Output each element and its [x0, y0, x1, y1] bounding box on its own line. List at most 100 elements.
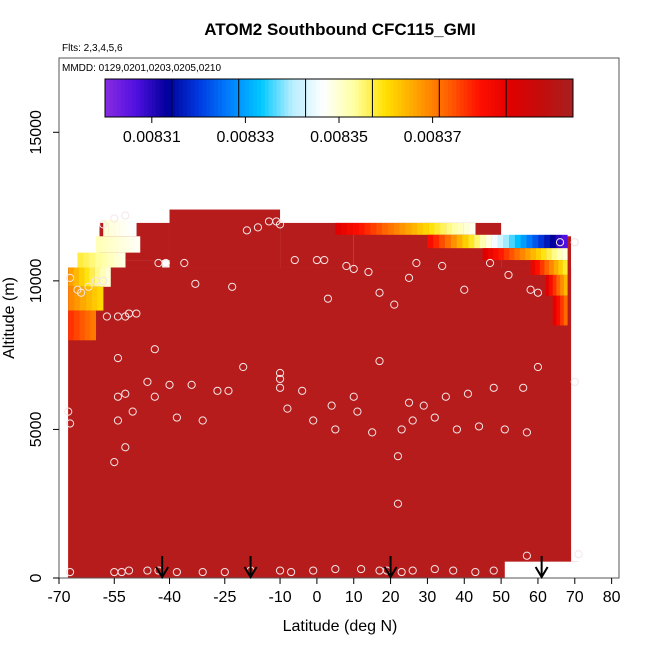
field-block: [92, 260, 163, 268]
x-tick-label: 40: [455, 589, 473, 606]
field-top-band: [553, 260, 559, 275]
sample-point: [393, 499, 403, 508]
sample-point: [526, 285, 535, 294]
field-top-band: [530, 260, 536, 275]
x-axis-label: Latitude (deg N): [283, 618, 398, 635]
colorbar-bin: [241, 79, 246, 117]
colorbar-bin: [409, 79, 414, 117]
field-top-band: [514, 234, 521, 249]
sample-point: [128, 407, 137, 416]
colorbar-bin: [296, 79, 301, 117]
colorbar-bin: [498, 79, 504, 117]
colorbar-bin: [249, 79, 254, 117]
sample-point: [357, 564, 366, 574]
colorbar-bin: [202, 79, 207, 117]
colorbar-bin: [378, 79, 383, 117]
colorbar-bin: [292, 79, 297, 117]
colorbar-bin: [237, 79, 242, 117]
sample-point: [275, 383, 285, 392]
sample-point: [224, 386, 233, 395]
field-top-band: [457, 222, 464, 235]
arrow-marker: [243, 556, 258, 579]
field-top-band: [549, 274, 553, 296]
field-top-band: [91, 286, 98, 311]
sample-point: [242, 226, 251, 235]
sample-point: [375, 288, 384, 297]
colorbar-bin: [190, 79, 196, 117]
colorbar-bin: [167, 79, 172, 117]
field-top-band: [335, 222, 342, 235]
field-top-band: [497, 234, 504, 249]
sample-point: [408, 416, 417, 425]
colorbar-bin: [569, 79, 574, 117]
sample-point: [110, 214, 119, 223]
field-top-band: [119, 252, 126, 268]
colorbar-bin: [151, 79, 157, 117]
sample-point: [198, 567, 207, 577]
sample-point: [64, 407, 73, 416]
sample-point: [102, 312, 111, 321]
field-top-band: [540, 248, 547, 261]
field-top-band: [77, 252, 84, 268]
colorbar-bin: [155, 79, 161, 117]
field-top-band: [463, 222, 470, 235]
field-top-band: [562, 260, 568, 275]
colorbar-bin: [229, 79, 235, 117]
colorbar-bin: [549, 79, 554, 117]
sample-point: [533, 362, 543, 372]
field-top-band: [563, 274, 568, 296]
colorbar-bin: [537, 79, 543, 117]
colorbar-bin: [339, 79, 344, 117]
colorbar-bin: [358, 79, 363, 117]
field-top-band: [95, 252, 102, 268]
colorbar-bin: [526, 79, 531, 117]
field-top-band: [134, 236, 141, 253]
field-top-band: [519, 248, 526, 261]
field-top-band: [428, 222, 435, 235]
sample-point: [283, 404, 292, 413]
sample-point: [489, 383, 498, 392]
field-top-band: [68, 286, 75, 311]
field-top-band: [552, 295, 557, 326]
colorbar-bin: [319, 79, 324, 117]
dates-label: MMDD: 0129,0201,0203,0205,0210: [62, 63, 221, 74]
colorbar-bin: [120, 79, 125, 117]
sample-point: [364, 267, 373, 277]
colorbar-bin: [366, 79, 371, 117]
field-top-band: [498, 248, 505, 261]
colorbar-bin: [206, 79, 211, 117]
field-top-band: [107, 252, 114, 268]
field-top-band: [78, 267, 85, 287]
sample-point: [327, 401, 336, 410]
colorbar-bin: [194, 79, 200, 117]
field-top-band: [560, 295, 564, 326]
sample-point: [331, 425, 340, 434]
colorbar-bin: [284, 79, 289, 117]
colorbar-bin: [233, 79, 239, 117]
colorbar-bin: [198, 79, 203, 117]
colorbar-bin: [522, 79, 527, 117]
colorbar-bin: [381, 79, 387, 117]
sample-point: [349, 392, 358, 401]
colorbar-bin: [225, 79, 231, 117]
field-top-band: [509, 248, 515, 261]
sample-point: [187, 380, 196, 389]
field-top-band: [555, 234, 562, 249]
colorbar-bin: [463, 79, 469, 117]
sample-point: [121, 443, 130, 452]
sample-point: [342, 261, 351, 271]
arrow-marker: [383, 556, 398, 579]
colorbar-bin: [175, 79, 180, 117]
x-tick-label: 10: [345, 589, 363, 606]
sample-point: [430, 564, 439, 574]
sample-point: [143, 377, 152, 386]
colorbar-bin: [350, 79, 356, 117]
sample-point: [124, 566, 134, 575]
sample-point: [65, 273, 75, 282]
sample-point: [220, 567, 229, 577]
colorbar-bin: [401, 79, 406, 117]
sample-point: [393, 452, 403, 461]
field-top-band: [530, 248, 536, 261]
sample-point: [533, 288, 543, 297]
